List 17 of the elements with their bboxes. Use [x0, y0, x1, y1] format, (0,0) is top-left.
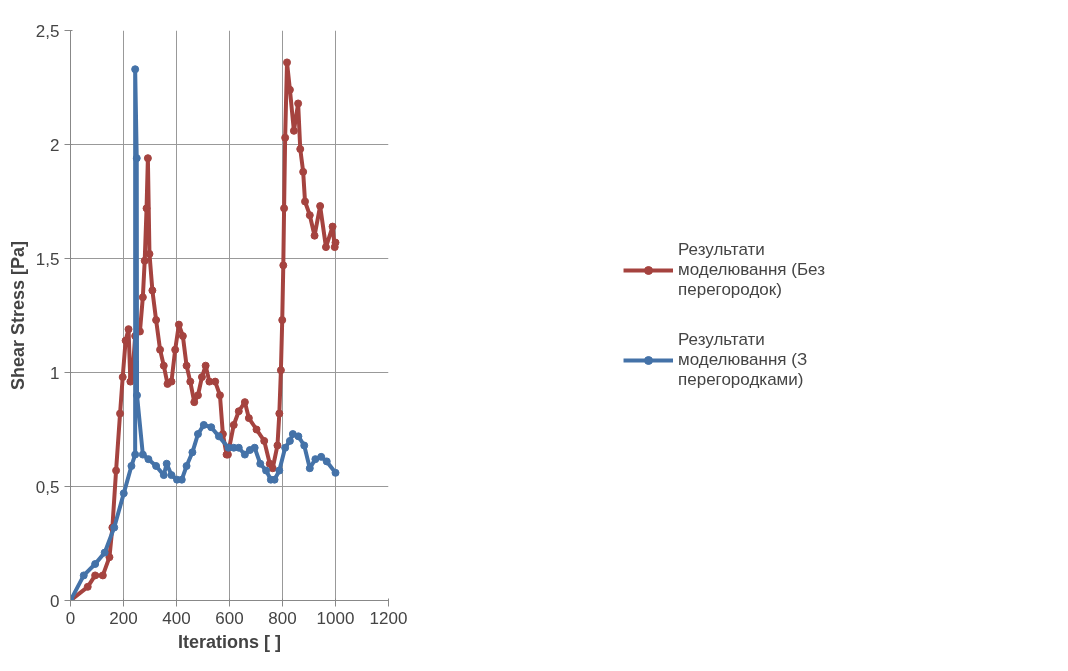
x-tick-label: 200 — [109, 608, 138, 628]
y-tick-label: 2,5 — [35, 21, 60, 41]
x-tick-label: 0 — [65, 608, 76, 628]
y-tick-label: 0,5 — [35, 477, 60, 497]
legend-label: Результати моделювання (Без перегородок) — [678, 240, 825, 300]
y-axis-title: Shear Stress [Pa] — [7, 240, 28, 391]
x-tick-label: 800 — [268, 608, 297, 628]
x-tick-label: 400 — [162, 608, 191, 628]
x-tick-label: 1000 — [316, 608, 355, 628]
y-tick-label: 0 — [50, 591, 60, 611]
x-tick-label: 1200 — [369, 608, 408, 628]
x-tick-label: 600 — [215, 608, 244, 628]
y-tick-label: 2 — [50, 135, 60, 155]
x-axis-title: Iterations [ ] — [178, 631, 282, 652]
legend-label: Результати моделювання (З перегородками) — [678, 330, 808, 390]
y-tick-label: 1 — [50, 363, 60, 383]
y-tick-label: 1,5 — [35, 249, 60, 269]
